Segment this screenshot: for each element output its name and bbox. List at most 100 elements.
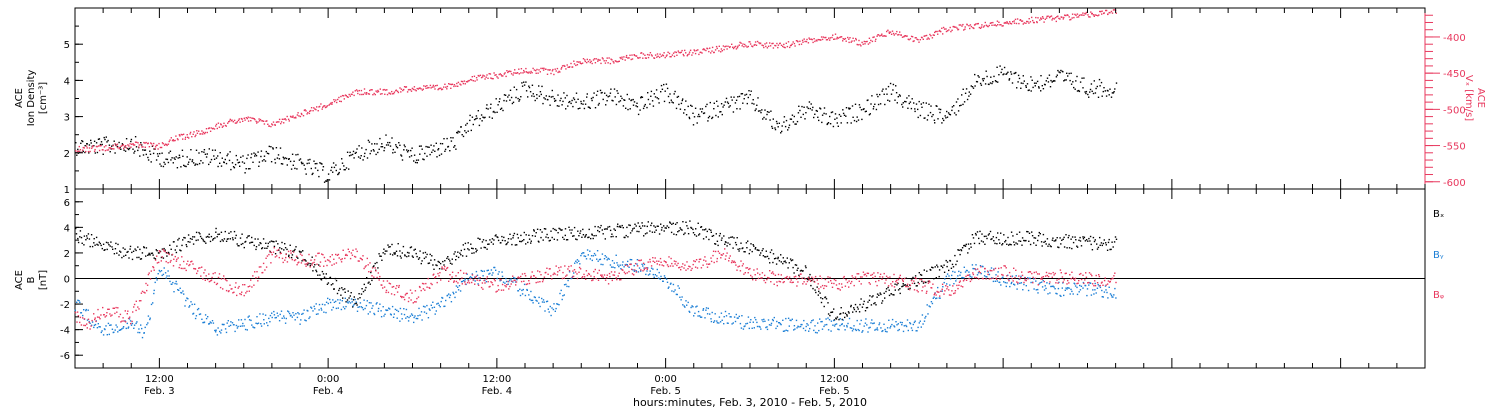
- density-point: [101, 143, 103, 146]
- by-point: [302, 312, 304, 315]
- vx-point: [942, 33, 944, 35]
- bx-point: [1094, 239, 1096, 241]
- by-point: [1016, 288, 1018, 290]
- bx-point: [326, 283, 329, 285]
- vx-point: [711, 46, 714, 49]
- by-point: [401, 318, 403, 320]
- by-point: [966, 269, 968, 272]
- vx-point: [723, 48, 725, 51]
- density-point: [346, 151, 349, 153]
- by-point: [864, 322, 867, 324]
- density-point: [401, 159, 404, 161]
- by-point: [521, 293, 524, 295]
- bx-point: [999, 242, 1001, 244]
- by-point: [589, 258, 591, 260]
- vx-point: [514, 69, 516, 71]
- bz-point: [713, 261, 715, 264]
- density-point: [1023, 80, 1025, 82]
- bz-point: [177, 257, 179, 259]
- bx-point: [747, 240, 749, 242]
- bx-point: [342, 288, 344, 291]
- bz-point: [749, 267, 751, 270]
- bz-point: [140, 292, 143, 294]
- bx-point: [777, 257, 779, 260]
- vx-point: [497, 77, 499, 79]
- density-point: [561, 104, 563, 106]
- by-point: [138, 328, 140, 330]
- density-point: [364, 152, 366, 155]
- by-point: [633, 265, 635, 267]
- bz-point: [617, 275, 619, 277]
- by-point: [969, 274, 971, 276]
- by-point: [823, 325, 825, 328]
- by-point: [1069, 293, 1071, 295]
- by-point: [85, 308, 87, 311]
- bx-point: [329, 276, 332, 279]
- vx-point: [505, 75, 507, 78]
- vx-point: [561, 66, 563, 69]
- bottom-panel-points: [74, 220, 1118, 339]
- vx-point: [637, 57, 639, 59]
- by-point: [897, 323, 899, 325]
- bz-point: [324, 260, 327, 262]
- by-point: [101, 330, 103, 332]
- vx-point: [253, 118, 255, 120]
- bz-point: [216, 282, 219, 285]
- by-point: [730, 316, 732, 318]
- density-point: [851, 105, 854, 107]
- bz-point: [586, 274, 589, 277]
- density-point: [515, 96, 517, 99]
- density-point: [483, 117, 485, 119]
- density-point: [538, 85, 540, 87]
- by-point: [835, 323, 838, 325]
- bz-point: [270, 262, 272, 264]
- bx-point: [797, 267, 799, 269]
- vx-point: [160, 146, 163, 149]
- density-point: [584, 103, 587, 105]
- bx-point: [1096, 248, 1099, 250]
- by-point: [280, 310, 283, 312]
- by-point: [550, 314, 552, 317]
- bx-point: [300, 251, 302, 253]
- vx-point: [615, 60, 617, 62]
- bz-point: [535, 276, 537, 279]
- bx-point: [530, 242, 532, 244]
- by-point: [524, 294, 527, 297]
- density-point: [308, 162, 310, 164]
- vx-point: [336, 101, 338, 104]
- bz-point: [596, 272, 599, 274]
- vx-point: [246, 117, 249, 120]
- bx-point: [396, 255, 399, 257]
- vx-point: [543, 67, 545, 69]
- density-point: [894, 99, 896, 101]
- vx-point: [1000, 24, 1002, 26]
- density-point: [1030, 76, 1032, 78]
- by-point: [855, 329, 857, 332]
- bx-point: [497, 239, 500, 242]
- vx-point: [108, 147, 110, 149]
- by-point: [860, 319, 862, 322]
- bx-point: [1016, 243, 1019, 245]
- vx-point: [680, 51, 682, 53]
- bx-point: [745, 242, 748, 244]
- bz-point: [273, 247, 275, 249]
- by-point: [923, 320, 926, 322]
- density-point: [608, 95, 611, 97]
- density-point: [587, 106, 590, 108]
- bz-point: [467, 280, 470, 282]
- bx-point: [731, 236, 734, 238]
- density-point: [181, 149, 184, 151]
- density-point: [766, 113, 768, 116]
- by-point: [916, 330, 918, 332]
- density-point: [123, 149, 125, 151]
- bx-point: [654, 226, 657, 228]
- vx-point: [798, 43, 800, 46]
- bx-point: [433, 259, 436, 261]
- density-point: [447, 145, 450, 148]
- bz-point: [721, 254, 723, 256]
- bx-point: [246, 237, 248, 239]
- density-point: [76, 154, 78, 156]
- bx-point: [75, 233, 78, 235]
- density-point: [427, 146, 429, 148]
- density-point: [260, 155, 262, 158]
